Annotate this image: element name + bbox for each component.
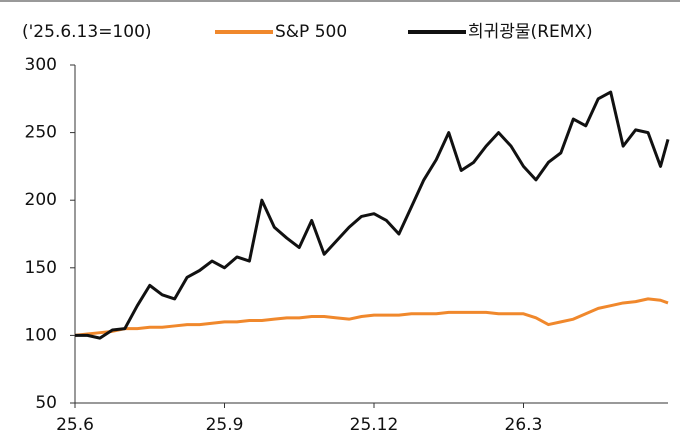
y-tick-label: 50 bbox=[35, 393, 57, 413]
y-tick-label: 150 bbox=[25, 258, 57, 278]
x-tick-label: 25.6 bbox=[56, 415, 94, 435]
series-line bbox=[75, 90, 670, 340]
y-tick-label: 200 bbox=[25, 190, 57, 210]
legend-label: 희귀광물(REMX) bbox=[468, 22, 593, 42]
y-axis-label: ('25.6.13=100) bbox=[22, 22, 152, 42]
y-tick-label: 100 bbox=[25, 325, 57, 345]
y-tick-label: 300 bbox=[25, 55, 57, 75]
x-tick-label: 26.3 bbox=[505, 415, 543, 435]
x-tick-label: 25.9 bbox=[206, 415, 244, 435]
y-tick-label: 250 bbox=[25, 123, 57, 143]
legend-label: S&P 500 bbox=[275, 22, 347, 42]
series-line bbox=[74, 297, 669, 337]
x-tick-label: 25.12 bbox=[350, 415, 399, 435]
